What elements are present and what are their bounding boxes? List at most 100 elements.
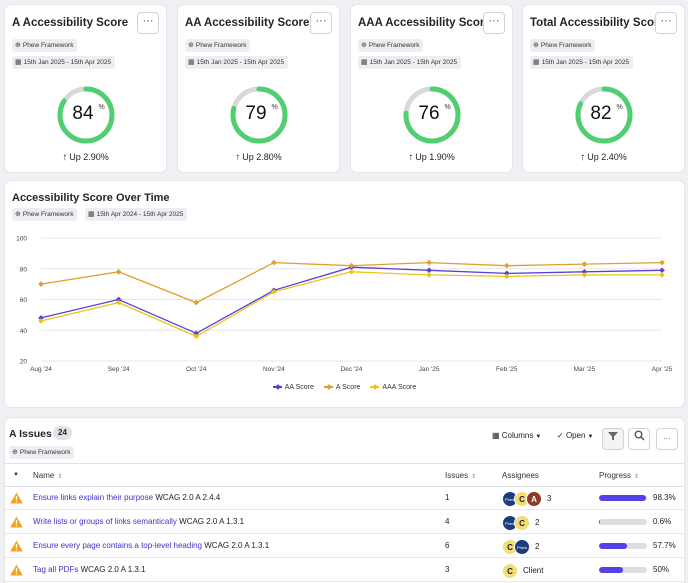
table-row[interactable]: Ensure links explain their purpose WCAG … (5, 487, 684, 510)
warning-icon (10, 563, 23, 581)
assignee-avatar[interactable]: A (526, 490, 542, 507)
framework-tag: ⊕ Phew Framework (9, 446, 75, 459)
x-tick-label: Sep '24 (108, 366, 130, 373)
progress-value: 0.6% (653, 517, 672, 526)
legend-swatch (323, 386, 333, 389)
framework-tag: ⊕ Phew Framework (530, 39, 596, 52)
filter-button[interactable] (602, 428, 624, 450)
globe-icon: ⊕ (12, 449, 18, 456)
progress-bar (599, 495, 647, 501)
data-point (38, 318, 44, 324)
legend-swatch (272, 386, 282, 389)
x-tick-label: Aug '24 (30, 366, 52, 373)
data-point (426, 272, 432, 278)
data-point (115, 299, 122, 306)
score-trend: ↑ Up 1.90% (408, 152, 455, 163)
assignee-list: Phew C 2 (502, 514, 539, 531)
table-row[interactable]: Tag all PDFs WCAG 2.0 A 1.3.1 3 C Client 50% (5, 559, 684, 582)
more-options-button[interactable]: ··· (656, 428, 678, 450)
issue-name: Tag all PDFs WCAG 2.0 A 1.3.1 (33, 565, 146, 574)
issue-link[interactable]: Ensure every page contains a top-level h… (33, 541, 202, 550)
issues-title: A Issues (9, 428, 52, 440)
wcag-reference: WCAG 2.0 A 2.4.4 (155, 493, 221, 502)
data-point (38, 281, 44, 287)
data-point (193, 299, 200, 306)
more-options-button[interactable]: ··· (310, 12, 332, 34)
wcag-reference: WCAG 2.0 A 1.3.1 (204, 541, 270, 550)
percent-sign: % (271, 104, 278, 111)
date-range-tag: ▦ 15th Jan 2025 - 15th Apr 2025 (12, 56, 116, 69)
assignee-list: C Phew 2 (502, 538, 539, 555)
arrow-up-icon: ↑ (580, 152, 586, 163)
assignee-avatar[interactable]: Phew (514, 538, 530, 555)
series-line (40, 266, 663, 335)
data-point (659, 272, 665, 278)
data-point (659, 259, 665, 266)
table-row[interactable]: Ensure every page contains a top-level h… (5, 535, 684, 558)
issue-link[interactable]: Ensure links explain their purpose (33, 493, 154, 502)
more-options-button[interactable]: ··· (655, 12, 677, 34)
more-options-button[interactable]: ··· (483, 12, 505, 34)
globe-icon: ⊕ (15, 211, 21, 218)
arrow-up-icon: ↑ (408, 152, 414, 163)
data-point (115, 268, 122, 275)
score-value: 84 (72, 103, 94, 124)
score-card: Total Accessibility Score ··· ⊕ Phew Framew… (523, 5, 684, 172)
warning-icon (10, 491, 23, 509)
search-icon (634, 430, 645, 444)
score-card: AA Accessibility Score ··· ⊕ Phew Framework… (178, 5, 339, 172)
filter-icon (608, 432, 618, 444)
columns-button[interactable]: ▦ Columns ▼ (492, 431, 542, 440)
progress-fill (599, 543, 627, 549)
percent-sign: % (444, 104, 451, 111)
data-point (38, 315, 44, 321)
assignee-avatar[interactable]: C (502, 562, 518, 579)
issue-link[interactable]: Write lists or groups of links semantica… (33, 517, 177, 526)
gauge-fill (230, 86, 287, 144)
issue-count: 4 (445, 517, 450, 526)
assignee-count: Client (523, 566, 544, 576)
column-header-name[interactable]: Name ⇕ (33, 471, 63, 480)
data-point (193, 333, 200, 340)
legend-item[interactable]: AAA Score (370, 384, 416, 391)
search-button[interactable] (628, 428, 650, 450)
x-tick-label: Feb '25 (496, 366, 518, 373)
score-gauge: 79% (229, 85, 289, 145)
issue-count: 6 (445, 541, 450, 550)
data-point (193, 330, 200, 337)
assignee-avatar[interactable]: C (514, 514, 530, 531)
legend-item[interactable]: AA Score (272, 384, 314, 391)
score-card: A Accessibility Score ··· ⊕ Phew Framework ▦… (5, 5, 166, 172)
x-tick-label: Jan '25 (419, 366, 440, 373)
caret-down-icon: ▼ (587, 434, 594, 440)
progress-value: 98.3% (653, 493, 676, 502)
gauge-fill (403, 86, 460, 144)
data-point (271, 288, 277, 295)
x-tick-label: Nov '24 (263, 366, 285, 373)
check-icon: ✓ (557, 431, 566, 440)
column-header-issues[interactable]: Issues ⇕ (445, 471, 477, 480)
issue-link[interactable]: Tag all PDFs (33, 565, 79, 574)
globe-icon: ⊕ (361, 42, 367, 49)
progress-value: 57.7% (653, 541, 676, 550)
percent-sign: % (616, 104, 623, 111)
more-options-button[interactable]: ··· (137, 12, 159, 34)
data-point (115, 296, 122, 303)
globe-icon: ⊕ (533, 42, 539, 49)
issues-count-badge: 24 (53, 426, 72, 440)
legend-item[interactable]: A Score (323, 384, 360, 391)
progress-bar (599, 543, 647, 549)
arrow-up-icon: ↑ (235, 152, 241, 163)
data-point (503, 273, 510, 280)
table-row[interactable]: Write lists or groups of links semantica… (5, 511, 684, 534)
score-value: 82 (590, 103, 612, 124)
column-header-assignees[interactable]: Assignees (502, 471, 539, 480)
status-dropdown[interactable]: ✓ Open ▼ (557, 431, 594, 440)
score-trend: ↑ Up 2.40% (580, 152, 627, 163)
expand-all-icon[interactable]: ▼ (13, 472, 19, 478)
column-header-progress[interactable]: Progress ⇕ (599, 471, 640, 480)
legend-swatch (370, 386, 380, 389)
score-card-title: A Accessibility Score (12, 17, 129, 29)
calendar-icon: ▦ (361, 59, 368, 66)
x-tick-label: Mar '25 (574, 366, 596, 373)
